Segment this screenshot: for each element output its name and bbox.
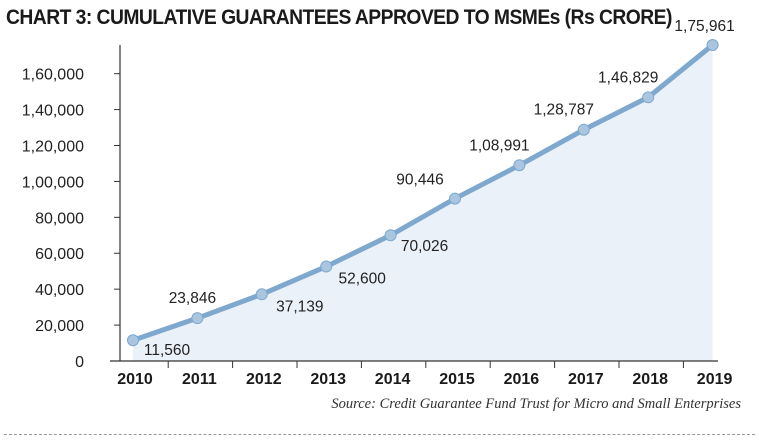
data-label: 1,28,787 [534, 102, 594, 119]
data-point [577, 123, 590, 136]
y-tick-label: 1,00,000 [22, 174, 84, 191]
x-axis-ticks: 2010 2011 2012 2013 2014 2015 2016 2017 2018 2019 [117, 361, 732, 388]
x-tick-label: 2010 [117, 371, 153, 388]
data-label: 1,75,961 [674, 18, 734, 35]
y-tick-label: 1,40,000 [22, 103, 84, 120]
data-label: 37,139 [276, 298, 323, 315]
chart-title: CHART 3: CUMULATIVE GUARANTEES APPROVED … [6, 6, 672, 29]
data-point [513, 159, 526, 172]
y-tick-label: 60,000 [35, 246, 84, 263]
data-point [320, 260, 333, 273]
data-label: 11,560 [144, 342, 191, 359]
chart-source: Source: Credit Guarantee Fund Trust for … [331, 396, 741, 412]
y-tick-label: 1,20,000 [22, 138, 84, 155]
x-tick-label: 2015 [439, 371, 475, 388]
data-point [191, 312, 204, 325]
x-tick-label: 2016 [504, 371, 540, 388]
data-point [449, 192, 461, 205]
x-tick-label: 2012 [246, 371, 282, 388]
data-point [255, 288, 268, 301]
y-tick-label: 1,60,000 [22, 67, 84, 84]
area-fill-layer [133, 45, 713, 361]
x-tick-label: 2011 [182, 371, 217, 388]
x-tick-label: 2018 [632, 371, 668, 388]
data-point [127, 334, 139, 347]
y-axis-ticks: 0 20,000 40,000 60,000 80,000 1,00,000 1,20,00… [22, 67, 120, 371]
y-tick-label: 80,000 [35, 210, 84, 227]
y-tick-label: 20,000 [35, 318, 84, 335]
series-area-fill [133, 45, 713, 361]
data-label: 23,846 [169, 290, 216, 307]
data-label: 70,026 [401, 238, 448, 255]
series-line [130, 42, 716, 343]
footer-divider [4, 434, 755, 435]
data-label: 1,46,829 [598, 69, 658, 86]
x-tick-label: 2017 [568, 371, 604, 388]
data-label: 1,08,991 [469, 137, 529, 154]
x-tick-label: 2013 [310, 371, 346, 388]
x-tick-label: 2019 [697, 371, 733, 388]
axes [110, 45, 718, 362]
data-label: 90,446 [396, 172, 443, 189]
data-point [642, 91, 655, 104]
data-labels: 11,560 23,846 37,139 52,600 70,026 90,446 1,08… [144, 18, 735, 359]
data-points [127, 39, 719, 347]
y-tick-label: 0 [75, 354, 84, 371]
data-label: 52,600 [338, 271, 386, 288]
x-tick-label: 2014 [375, 371, 411, 388]
data-point [706, 39, 719, 51]
data-point [384, 229, 397, 242]
y-tick-label: 40,000 [35, 282, 84, 299]
series-line-layer [130, 42, 716, 343]
